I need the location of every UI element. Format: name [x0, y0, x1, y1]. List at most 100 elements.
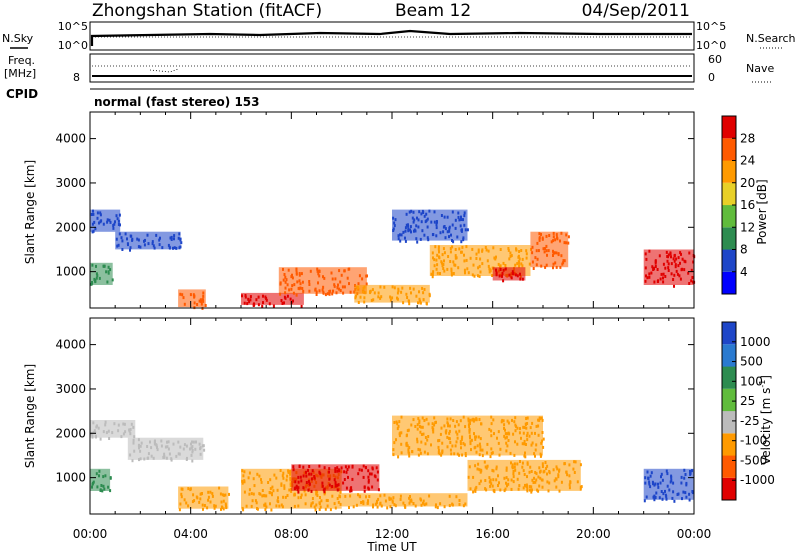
velocity-echo-region [392, 415, 543, 456]
velocity-range-cell [349, 489, 352, 493]
velocity-colorbar-swatch [722, 477, 736, 501]
velocity-range-cell [443, 505, 446, 509]
velocity-ytick-label: 2000 [55, 426, 86, 440]
velocity-range-cell [323, 490, 326, 494]
beam-label: Beam 12 [395, 1, 471, 21]
velocity-unit-sup: -1 [758, 380, 767, 388]
velocity-y-ticks: 4000 3000 2000 1000 [55, 338, 694, 485]
velocity-ylabel: Slant Range [km] [23, 364, 37, 468]
velocity-range-cell [464, 454, 467, 458]
power-range-cell [567, 235, 570, 239]
x-tick-label: 16:00 [475, 527, 510, 541]
power-colorbar-tick-label: 28 [740, 131, 755, 145]
power-colorbar-label: Power [dB] [755, 179, 769, 244]
velocity-range-cell [539, 454, 542, 458]
power-range-cell [121, 248, 124, 251]
velocity-range-cell [348, 506, 350, 509]
velocity-range-cell [352, 505, 355, 509]
velocity-range-cell [542, 437, 545, 441]
velocity-range-cell [436, 506, 439, 510]
velocity-range-cell [404, 505, 407, 509]
x-axis-ticks: 00:00 04:00 08:00 12:00 16:00 20:00 00:00 [73, 112, 711, 541]
velocity-colorbar-swatch [722, 388, 736, 412]
power-colorbar-swatch [722, 138, 736, 161]
freq-label-line2: [MHz] [4, 67, 36, 80]
power-data-layer [90, 209, 696, 310]
power-echo-region [643, 249, 694, 285]
freq-panel [89, 53, 695, 83]
velocity-echo-region [291, 464, 380, 491]
power-range-cell [252, 304, 255, 307]
power-colorbar-swatch [722, 182, 736, 206]
velocity-colorbar-frame [721, 321, 737, 501]
power-range-cell [261, 304, 264, 308]
x-axis-label: Time UT [366, 540, 417, 554]
nsky-label: N.Sky [2, 32, 34, 45]
velocity-data-layer [90, 415, 694, 512]
power-echo-region [278, 267, 367, 294]
velocity-range-cell [270, 508, 273, 512]
power-range-cell [295, 293, 298, 297]
velocity-range-cell [220, 507, 222, 511]
velocity-range-cell [329, 508, 332, 512]
velocity-ytick-label: 1000 [55, 471, 86, 485]
power-range-cell [272, 304, 275, 308]
date-label: 04/Sep/2011 [582, 1, 690, 21]
velocity-range-cell [408, 454, 411, 458]
velocity-range-cell [534, 454, 536, 458]
velocity-colorbar-swatch [722, 344, 736, 367]
power-range-cell [300, 304, 303, 308]
x-tick-label: 12:00 [375, 527, 410, 541]
power-y-ticks: 4000 3000 2000 1000 [55, 132, 694, 279]
power-range-cell [460, 240, 463, 244]
velocity-range-cell [222, 507, 225, 511]
velocity-colorbar: 1000 500 100 25 -25 -100 -500 -1000 [721, 321, 775, 501]
power-range-cell [404, 239, 407, 243]
velocity-colorbar-swatch [722, 366, 736, 389]
velocity-range-cell [202, 507, 204, 511]
x-tick-label: 08:00 [274, 527, 309, 541]
power-range-cell [473, 274, 476, 278]
velocity-range-cell [131, 459, 134, 463]
cpid-label: CPID [6, 87, 38, 101]
power-colorbar-tick-label: 24 [740, 154, 755, 168]
velocity-range-cell [580, 485, 583, 489]
power-ytick-label: 3000 [55, 176, 86, 190]
nave-dip [149, 68, 179, 73]
velocity-colorbar-tick-label: -25 [740, 414, 760, 428]
power-range-cell [408, 302, 411, 306]
velocity-unit-main: Velocity [m s [759, 388, 773, 465]
nsearch-tick-high: 10^5 [696, 20, 726, 33]
velocity-range-cell [297, 490, 300, 494]
velocity-colorbar-tick-label: -1000 [740, 473, 775, 487]
power-range-cell [425, 301, 428, 305]
velocity-colorbar-tick-label: -500 [740, 453, 767, 467]
velocity-echo-region [467, 459, 581, 491]
velocity-range-cell [109, 476, 112, 480]
velocity-range-cell [673, 499, 676, 503]
velocity-range-cell [256, 507, 259, 511]
velocity-range-cell [472, 490, 475, 494]
freq-tick: 8 [73, 71, 80, 84]
power-colorbar-swatch [722, 205, 736, 228]
velocity-range-cell [310, 489, 313, 493]
power-range-cell [129, 248, 131, 252]
power-echo-region [392, 209, 468, 241]
velocity-echo-region [90, 468, 111, 491]
velocity-range-cell [376, 505, 379, 509]
power-range-cell [279, 292, 282, 296]
cpid-mode: normal (fast stereo) 153 [94, 95, 260, 109]
power-echo-region [90, 262, 113, 285]
velocity-colorbar-tick-label: -100 [740, 434, 767, 448]
velocity-range-cell [530, 490, 533, 494]
power-range-cell [402, 301, 405, 305]
velocity-colorbar-swatch [722, 411, 736, 434]
power-echo-region [241, 292, 304, 305]
velocity-range-cell [318, 508, 321, 511]
velocity-range-cell [397, 455, 400, 459]
velocity-range-cell [688, 498, 691, 502]
power-range-cell [419, 301, 422, 305]
x-tick-label: 00:00 [73, 527, 108, 541]
nsearch-tick-low: 10^0 [696, 39, 726, 52]
